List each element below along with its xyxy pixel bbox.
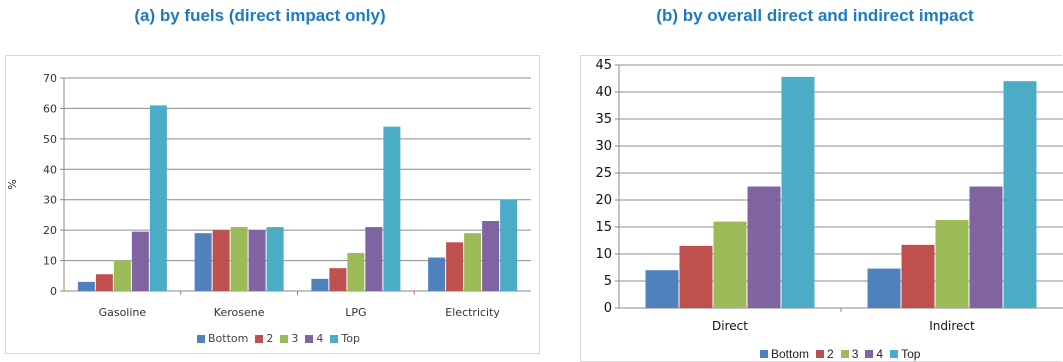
chart-a-bar (149, 105, 167, 291)
legend-label: Bottom (208, 332, 249, 345)
legend-item: 4 (865, 347, 883, 361)
chart-b-bar (713, 221, 747, 308)
chart-b-ytick-label: 5 (604, 274, 612, 289)
chart-a-category-label: LPG (345, 306, 366, 319)
legend-swatch (305, 334, 314, 343)
legend-swatch (197, 334, 205, 343)
chart-a-ytick-label: 50 (43, 133, 57, 146)
chart-a-ytick-label: 30 (43, 194, 57, 207)
legend-swatch (865, 350, 874, 358)
chart-a-ytick-label: 70 (43, 72, 57, 85)
chart-b-bar (679, 245, 713, 308)
legend-item: 3 (840, 347, 859, 361)
legend-swatch (890, 350, 899, 358)
chart-b-category-label: Direct (712, 319, 748, 333)
chart-b-bar (1003, 81, 1037, 308)
chart-a-bar (131, 231, 149, 291)
chart-a-bar (230, 227, 248, 291)
chart-b-legend: Bottom 2 3 4 Top (760, 347, 920, 361)
chart-a-title: (a) by fuels (direct impact only) (134, 6, 386, 25)
chart-a-bar (212, 230, 230, 291)
legend-swatch (255, 334, 264, 343)
chart-a-category-label: Gasoline (99, 306, 147, 319)
legend-item: Bottom (197, 332, 248, 345)
chart-a-bar (113, 260, 131, 291)
chart-b-category-label: Indirect (929, 319, 975, 333)
chart-a-category-label: Electricity (445, 306, 500, 319)
legend-item: 2 (255, 332, 273, 345)
legend-label: 3 (851, 347, 859, 361)
legend-label: Bottom (771, 347, 810, 361)
chart-b-bar (867, 268, 901, 308)
chart-b-bar (901, 244, 935, 308)
legend-item: Top (890, 347, 920, 361)
legend-label: 4 (316, 332, 324, 345)
legend-swatch (330, 334, 339, 343)
legend-label: 4 (876, 347, 884, 361)
legend-swatch (760, 350, 768, 358)
legend-label: 3 (291, 332, 299, 345)
chart-a-bar (446, 242, 464, 291)
chart-b-bar (747, 186, 781, 308)
legend-swatch (840, 350, 849, 358)
chart-a-ytick-label: 40 (43, 163, 57, 176)
chart-a-ylabel: % (6, 179, 19, 189)
chart-a-area (5, 55, 540, 354)
chart-b-ytick-label: 35 (595, 112, 612, 127)
chart-b-ytick-label: 40 (595, 85, 612, 100)
legend-swatch (280, 334, 289, 343)
chart-b-bar (935, 219, 969, 308)
legend-item: 3 (280, 332, 298, 345)
chart-b-title: (b) by overall direct and indirect impac… (656, 6, 974, 25)
chart-a-bar (383, 126, 401, 291)
legend-item: 4 (305, 332, 323, 345)
legend-label: Top (901, 347, 921, 361)
legend-item: Bottom (760, 347, 809, 361)
legend-label: 2 (266, 332, 274, 345)
chart-a-bar (194, 233, 212, 291)
chart-b-ytick-label: 20 (595, 193, 612, 208)
chart-a-bar (365, 227, 383, 291)
chart-a-bar (428, 257, 446, 291)
chart-b-ytick-label: 15 (595, 220, 612, 235)
legend-label: 2 (827, 347, 834, 361)
chart-b-ytick-label: 45 (595, 58, 612, 73)
chart-a-bar (347, 252, 365, 291)
chart-b-ytick-label: 10 (595, 247, 612, 262)
chart-a-plot: 0 10 20 30 40 50 60 70% Gasoline Kerosene LPG Elect… (6, 72, 531, 319)
chart-b-ytick-label: 0 (604, 301, 612, 316)
chart-a-ytick-label: 60 (43, 102, 57, 115)
chart-a-bar (311, 278, 329, 291)
chart-b-bar (645, 270, 679, 308)
chart-a-bar (464, 233, 482, 291)
chart-a-bar (329, 268, 347, 291)
chart-b-bar (969, 186, 1003, 308)
legend-label: Top (341, 332, 360, 345)
chart-a-bar (77, 281, 95, 291)
chart-b-plot: 0 5 10 15 20 25 30 35 40 45 Direct Indirect (595, 58, 1063, 333)
chart-a-bar (248, 230, 266, 291)
legend-item: 2 (816, 347, 834, 361)
chart-b-bar (781, 76, 815, 308)
legend-swatch (816, 350, 825, 358)
chart-b-ytick-label: 30 (595, 139, 612, 154)
chart-a-bar (482, 221, 500, 291)
chart-a-category-label: Kerosene (214, 306, 265, 319)
chart-a-ytick-label: 20 (43, 224, 57, 237)
chart-b-ytick-label: 25 (595, 166, 612, 181)
chart-a-bar (266, 227, 284, 291)
chart-a-bar (500, 199, 518, 291)
chart-a-bar (95, 274, 113, 291)
chart-a-ytick-label: 10 (43, 255, 57, 268)
chart-a-ytick-label: 0 (50, 285, 57, 298)
chart-a-legend: Bottom 2 3 4 Top (197, 332, 360, 345)
legend-item: Top (330, 332, 360, 345)
